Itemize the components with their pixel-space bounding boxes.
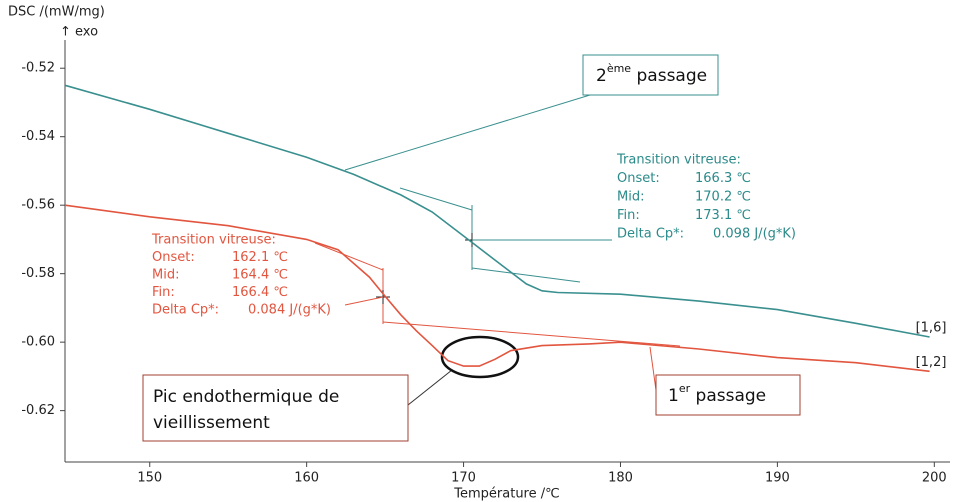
y-tick-label: -0.62 xyxy=(21,403,55,418)
x-tick-label: 180 xyxy=(608,471,633,486)
annotation-title: Transition vitreuse: xyxy=(151,233,276,248)
annotation-value: 164.4 ℃ xyxy=(232,268,288,283)
annotation-key: Onset: xyxy=(152,250,195,265)
line-series xyxy=(64,204,930,373)
x-tick-label: 200 xyxy=(922,471,947,486)
annotation-value: 166.3 ℃ xyxy=(695,171,751,186)
annotation-key: Onset: xyxy=(617,171,660,186)
annotation-value: 170.2 ℃ xyxy=(695,190,751,205)
y-tick-label: -0.60 xyxy=(21,335,55,350)
annotation-key: Mid: xyxy=(617,190,644,205)
annotation-key: Fin: xyxy=(617,208,640,223)
x-tick-label: 170 xyxy=(451,471,476,486)
y-tick-label: -0.52 xyxy=(21,61,55,76)
annotation-value: 0.084 J/(g*K) xyxy=(248,303,331,318)
annotation-box xyxy=(582,54,719,96)
annotation-key: Delta Cp*: xyxy=(617,227,684,242)
x-axis-label: Température /℃ xyxy=(453,487,559,502)
annotation-box xyxy=(142,374,409,442)
line-series xyxy=(64,84,930,338)
y-axis-sublabel: ↑ exo xyxy=(60,25,98,40)
y-axis-label: DSC /(mW/mg) xyxy=(8,5,105,20)
annotation: vieillissement xyxy=(153,413,270,433)
annotation: Pic endothermique de xyxy=(153,387,339,407)
annotation-key: Delta Cp*: xyxy=(152,303,219,318)
annotation-value: 166.4 ℃ xyxy=(232,285,288,300)
annotation-box xyxy=(655,374,801,416)
annotation-key: Fin: xyxy=(152,285,175,300)
y-tick-label: -0.58 xyxy=(21,266,55,281)
annotation-title: Transition vitreuse: xyxy=(616,153,741,168)
annotation-value: 162.1 ℃ xyxy=(232,250,288,265)
annotation-value: 0.098 J/(g*K) xyxy=(713,227,796,242)
x-tick-label: 150 xyxy=(137,471,162,486)
annotation-value: 173.1 ℃ xyxy=(695,208,751,223)
annotation-key: Mid: xyxy=(152,268,179,283)
series-label: [1,2] xyxy=(916,355,947,370)
annotation: 2ème passage xyxy=(596,62,707,86)
y-tick-label: -0.54 xyxy=(21,129,55,144)
y-tick-label: -0.56 xyxy=(21,198,55,213)
annotation: 1er passage xyxy=(668,382,766,406)
construction xyxy=(314,94,681,406)
series-label: [1,6] xyxy=(916,321,947,336)
x-tick-label: 160 xyxy=(294,471,319,486)
x-tick-label: 190 xyxy=(765,471,790,486)
